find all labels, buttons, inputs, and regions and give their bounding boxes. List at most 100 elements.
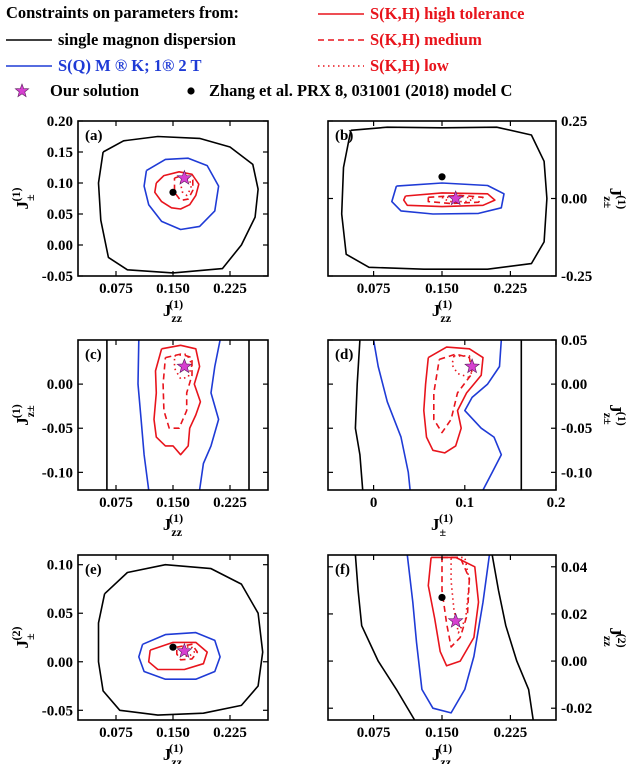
legend-label-high: S(K,H) high tolerance <box>370 4 524 23</box>
zhang-marker <box>169 188 177 196</box>
contours <box>97 563 264 716</box>
y-tick-label: 0.20 <box>47 114 73 130</box>
contour-4 <box>423 346 484 454</box>
x-tick-label: 0.2 <box>547 495 566 511</box>
legend-star-icon <box>14 83 30 98</box>
x-tick-label: 0.075 <box>99 725 133 741</box>
y-tick-label: 0.00 <box>561 654 587 670</box>
panel-label: (a) <box>85 128 103 144</box>
x-tick-label: 0.225 <box>213 495 247 511</box>
contour-1 <box>143 157 220 231</box>
x-tick-label: 0.150 <box>156 281 190 297</box>
panel-frame <box>327 339 557 491</box>
contour-4 <box>441 195 475 203</box>
y-axis-label: Jzz(2) <box>601 627 627 647</box>
y-tick-label: -0.05 <box>42 703 73 719</box>
panel-4: 0.075 0.150 0.225 0.10 0.05 0.00 -0.05 (e) Jzz(1… <box>9 554 269 764</box>
contour-0 <box>97 135 259 274</box>
panels: 0.075 0.150 0.2250.200.150.100.050.00-0.05… <box>9 114 627 764</box>
y-tick-label: 0.05 <box>561 333 587 349</box>
contour-3 <box>464 340 503 490</box>
x-tick-label: 0.150 <box>156 725 190 741</box>
panel-3: 0 0.1 0.2 0.05 0.00 -0.05 -0.10 (d) J±(1) Jz±(1) <box>327 333 627 539</box>
contours <box>354 340 523 490</box>
contour-0 <box>354 340 364 490</box>
y-tick-label: 0.00 <box>47 377 73 393</box>
x-tick-label: 0.225 <box>213 725 247 741</box>
y-tick-label: -0.05 <box>42 269 73 285</box>
panel-1: 0.075 0.150 0.225 0.25 0.00 -0.25 (b) Jzz(1) Jz±… <box>327 114 627 325</box>
y-tick-label: -0.10 <box>561 465 592 481</box>
y-axis-label: Jz±(1) <box>601 404 627 425</box>
x-tick-label: 0.150 <box>156 495 190 511</box>
our-solution-marker <box>447 190 464 206</box>
panel-frame <box>77 120 269 277</box>
y-tick-label: 0.25 <box>561 114 587 130</box>
our-solution-marker <box>176 642 193 658</box>
y-tick-label: 0.10 <box>47 176 73 192</box>
x-tick-label: 0.075 <box>99 281 133 297</box>
panel-label: (d) <box>335 347 353 363</box>
legend-title: Constraints on parameters from: <box>6 3 239 22</box>
y-axis-label: J±(2) <box>9 626 37 648</box>
panel-label: (b) <box>335 128 353 144</box>
our-solution-marker <box>464 358 481 374</box>
contours <box>106 340 250 490</box>
legend-label-medium: S(K,H) medium <box>370 30 482 49</box>
x-tick-label: 0.225 <box>494 725 528 741</box>
legend-star-marker <box>14 83 30 98</box>
legend-label-our-solution: Our solution <box>50 81 139 100</box>
legend-label-zhang: Zhang et al. PRX 8, 031001 (2018) model … <box>209 81 512 100</box>
x-tick-label: 0 <box>370 495 378 511</box>
y-tick-label: 0.00 <box>47 238 73 254</box>
zhang-marker <box>438 593 446 602</box>
panel-label: (f) <box>335 562 350 578</box>
y-axis-label: J±(1) <box>9 187 37 209</box>
our-solution-marker <box>447 612 464 628</box>
contour-3 <box>198 340 221 490</box>
legend-dot-marker <box>187 87 195 95</box>
contours <box>340 126 548 270</box>
x-axis-label: Jzz(1) <box>163 511 183 539</box>
y-tick-label: -0.25 <box>561 269 592 285</box>
x-tick-label: 0.225 <box>494 281 528 297</box>
x-axis-label: Jzz(1) <box>163 297 183 325</box>
x-tick-label: 0.1 <box>455 495 474 511</box>
panel-0: 0.075 0.150 0.225 0.20 0.15 0.10 0.05 0.00 -0.05… <box>9 114 269 325</box>
contour-2 <box>147 641 208 671</box>
x-tick-label: 0.075 <box>357 725 391 741</box>
x-axis-label: Jzz(1) <box>432 741 452 764</box>
contour-2 <box>154 171 200 210</box>
contour-1 <box>391 182 505 215</box>
contour-2 <box>402 192 496 208</box>
contour-4 <box>441 556 471 648</box>
y-axis-label: Jz±(1) <box>9 404 37 425</box>
zhang-marker <box>169 643 177 651</box>
y-tick-label: 0.05 <box>47 207 73 223</box>
x-axis-label: J±(1) <box>431 511 453 539</box>
y-tick-label: -0.10 <box>42 465 73 481</box>
y-tick-label: -0.05 <box>561 421 592 437</box>
contour-2 <box>406 555 491 714</box>
y-tick-label: -0.02 <box>561 701 592 717</box>
y-tick-label: 0.05 <box>47 606 73 622</box>
y-tick-label: 0.02 <box>561 607 587 623</box>
contour-4 <box>153 344 202 456</box>
legend-label-low: S(K,H) low <box>370 56 449 75</box>
panel-5: 0.075 0.150 0.225 0.04 0.02 0.00 -0.02 (f) Jzz(1… <box>327 554 627 764</box>
contours <box>97 135 259 274</box>
y-axis-label: Jz±(1) <box>601 188 627 209</box>
contour-0 <box>340 126 548 270</box>
y-tick-label: -0.05 <box>42 421 73 437</box>
contour-2 <box>137 340 150 490</box>
x-axis-label: Jzz(1) <box>432 297 452 325</box>
zhang-marker <box>438 173 446 181</box>
y-tick-label: 0.00 <box>47 655 73 671</box>
y-tick-label: 0.00 <box>561 192 587 208</box>
contour-6 <box>451 355 477 378</box>
contour-1 <box>138 631 221 680</box>
x-tick-label: 0.075 <box>357 281 391 297</box>
y-tick-label: 0.15 <box>47 145 73 161</box>
contour-0 <box>354 555 416 720</box>
